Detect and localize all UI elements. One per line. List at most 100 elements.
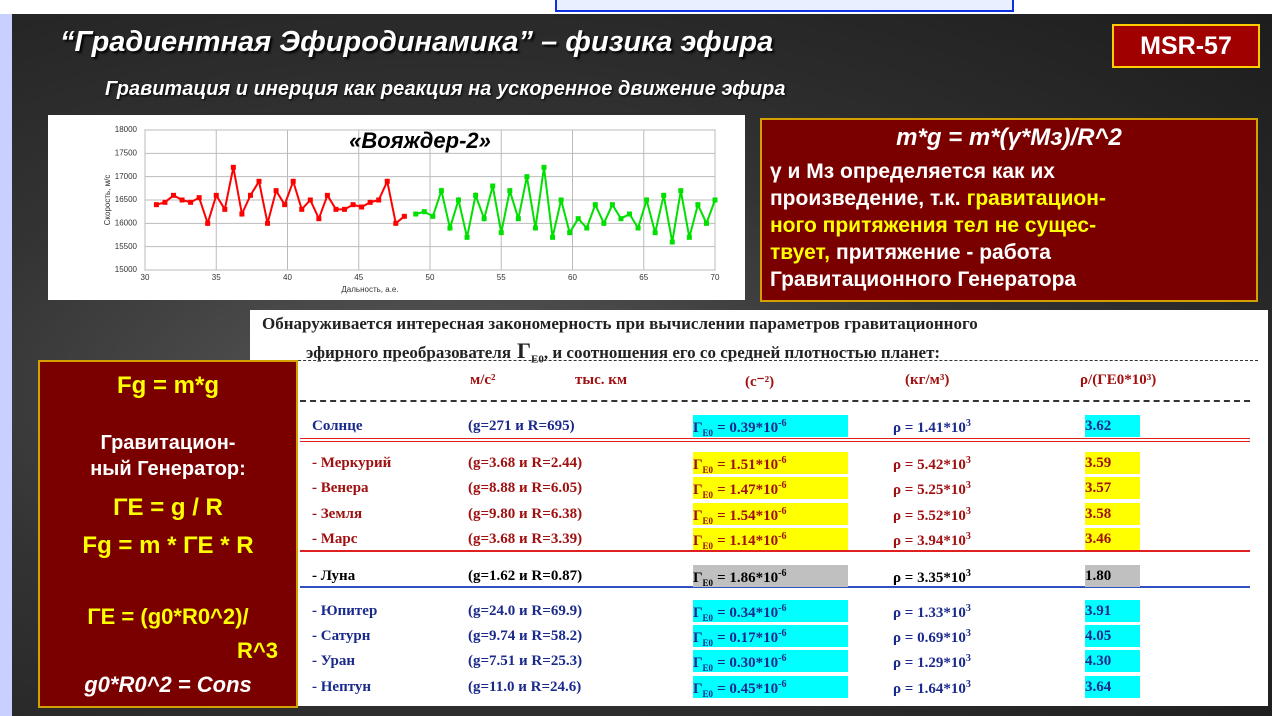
point — [713, 198, 718, 203]
x-tick-label: 60 — [568, 273, 577, 282]
text-run: произведение, т.к. — [770, 187, 961, 210]
text-line: ного притяжения тел не сущес- — [770, 214, 1096, 238]
point — [499, 230, 504, 235]
point — [351, 202, 356, 207]
side-line: g0*R0^2 = Cons — [40, 672, 296, 698]
body-name: - Венера — [312, 480, 369, 497]
body-params: (g=3.68 и R=2.44) — [468, 455, 582, 472]
point — [661, 193, 666, 198]
point — [422, 209, 427, 214]
body-params: (g=1.62 и R=0.87) — [468, 568, 582, 585]
point — [180, 198, 185, 203]
text-run: твует, — [770, 241, 830, 264]
link-box — [555, 0, 1014, 12]
rho-cell: ρ = 1.33*103 — [893, 603, 971, 622]
body-params: (g=9.80 и R=6.38) — [468, 506, 582, 523]
text-line: произведение, т.к.гравитацион- — [770, 187, 1106, 211]
gamma-value: = 1.54*10 — [717, 508, 778, 524]
x-tick-label: 55 — [497, 273, 506, 282]
formula-panel: m*g = m*(γ*Mз)/R^2γ и Mз определяется ка… — [760, 118, 1258, 302]
point — [291, 179, 296, 184]
point — [584, 226, 589, 231]
side-line: ΓE = (g0*R0^2)/ — [40, 604, 296, 630]
slide: “Градиентная Эфиродинамика” – физика эфи… — [0, 0, 1272, 716]
point — [610, 202, 615, 207]
point — [576, 216, 581, 221]
rho-exp: 3 — [966, 418, 971, 429]
point — [265, 221, 270, 226]
left-edge — [0, 14, 12, 716]
intro-line: Обнаруживается интересная закономерность… — [262, 314, 978, 334]
gamma-sub: E0 — [703, 541, 714, 551]
body-params: (g=7.51 и R=25.3) — [468, 653, 582, 670]
gamma-exp: -6 — [778, 679, 786, 690]
body-name: Солнце — [312, 418, 363, 435]
gamma-symbol: Γ — [693, 630, 703, 646]
point — [197, 195, 202, 200]
point — [490, 184, 495, 189]
y-tick-label: 15500 — [115, 242, 138, 251]
point — [325, 193, 330, 198]
gamma-sub: E0 — [703, 490, 714, 500]
gamma-exp: -6 — [778, 568, 786, 579]
point — [171, 193, 176, 198]
intro-line: эфирного преобразователяΓE0, и соотношен… — [306, 338, 940, 365]
y-tick-label: 17500 — [115, 148, 138, 157]
gamma-value: = 0.34*10 — [717, 605, 778, 621]
gamma-cell: ΓE0= 0.39*10-6 — [693, 415, 848, 437]
point — [678, 188, 683, 193]
gamma-cell: ΓE0= 1.51*10-6 — [693, 452, 848, 474]
rho-cell: ρ = 1.29*103 — [893, 653, 971, 672]
body-params: (g=8.88 и R=6.05) — [468, 480, 582, 497]
gamma-value: = 1.51*10 — [717, 457, 778, 473]
point — [239, 212, 244, 217]
point — [393, 221, 398, 226]
point — [214, 193, 219, 198]
gamma-exp: -6 — [778, 603, 786, 614]
point — [402, 214, 407, 219]
side-line: Fg = m * ΓE * R — [40, 532, 296, 560]
body-name: - Луна — [312, 568, 355, 585]
point — [507, 188, 512, 193]
gamma-value: = 0.17*10 — [717, 630, 778, 646]
rho-value: ρ = 1.33*10 — [893, 605, 966, 621]
x-tick-label: 30 — [141, 273, 150, 282]
rho-cell: ρ = 5.42*103 — [893, 455, 971, 474]
gamma-symbol: Γ — [693, 681, 703, 697]
rho-cell: ρ = 0.69*103 — [893, 628, 971, 647]
point — [516, 216, 521, 221]
gamma-symbol: Γ — [693, 655, 703, 671]
gamma-sub: E0 — [703, 689, 714, 699]
x-tick-label: 35 — [212, 273, 221, 282]
body-name: - Марс — [312, 531, 357, 548]
body-params: (g=3.68 и R=3.39) — [468, 531, 582, 548]
gamma-sub: E0 — [703, 638, 714, 648]
body-name: - Нептун — [312, 679, 371, 696]
text-line: γ и Mз определяется как их — [770, 160, 1055, 184]
gamma-cell: ΓE0= 1.54*10-6 — [693, 503, 848, 525]
y-tick-label: 18000 — [115, 125, 138, 134]
x-tick-label: 40 — [283, 273, 292, 282]
title: “Градиентная Эфиродинамика” – физика эфи… — [60, 26, 773, 59]
rho-exp: 3 — [966, 679, 971, 690]
point — [257, 179, 262, 184]
ratio-cell: 3.46 — [1085, 528, 1140, 550]
gamma-sub: E0 — [703, 578, 714, 588]
badge: MSR-57 — [1112, 24, 1260, 68]
point — [567, 230, 572, 235]
text-run: γ и Mз определяется как их — [770, 160, 1055, 183]
body-params: (g=11.0 и R=24.6) — [468, 679, 581, 696]
point — [601, 221, 606, 226]
ratio-cell: 3.57 — [1085, 477, 1140, 499]
x-axis-label: Дальность, а.е. — [341, 285, 398, 294]
gamma-symbol: Γ — [693, 482, 703, 498]
rho-cell: ρ = 3.35*103 — [893, 568, 971, 587]
point — [333, 207, 338, 212]
point — [316, 216, 321, 221]
point — [368, 200, 373, 205]
rho-value: ρ = 5.42*10 — [893, 457, 966, 473]
ratio-cell: 3.62 — [1085, 415, 1140, 437]
rho-value: ρ = 3.94*10 — [893, 533, 966, 549]
point — [524, 174, 529, 179]
